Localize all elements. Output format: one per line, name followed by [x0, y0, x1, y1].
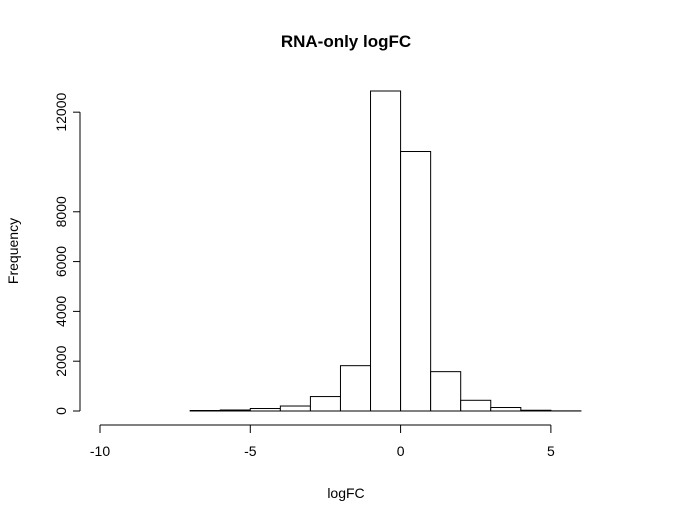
chart-title: RNA-only logFC — [281, 32, 411, 51]
x-tick-label: -5 — [244, 443, 257, 459]
x-tick-label: 5 — [547, 443, 555, 459]
y-tick-label: 8000 — [53, 196, 69, 227]
x-tick-label: 0 — [397, 443, 405, 459]
histogram-bar-9 — [370, 90, 402, 412]
y-axis: 0 2000 4000 6000 8000 12000 — [53, 92, 81, 415]
histogram-bar-5 — [249, 408, 281, 412]
bars-group — [189, 90, 582, 412]
histogram-bar-13 — [490, 407, 522, 412]
histogram-bar-11 — [430, 371, 462, 412]
y-tick-label: 12000 — [53, 92, 69, 131]
y-tick-label: 6000 — [53, 246, 69, 277]
histogram-bar-4 — [219, 409, 251, 412]
y-tick-label: 4000 — [53, 296, 69, 327]
histogram-bar-12 — [460, 399, 492, 412]
y-axis-label: Frequency — [5, 218, 21, 284]
x-tick-label: -10 — [90, 443, 110, 459]
x-axis: -10 -5 0 5 — [90, 424, 555, 459]
histogram-bar-14 — [520, 409, 552, 412]
histogram-bar-8 — [339, 365, 372, 412]
histogram-bar-6 — [279, 405, 311, 412]
x-axis-label: logFC — [327, 485, 364, 501]
histogram-bar-7 — [309, 396, 341, 412]
histogram-bar-10 — [400, 151, 432, 412]
y-tick-label: 0 — [53, 407, 69, 415]
y-tick-label: 2000 — [53, 345, 69, 376]
